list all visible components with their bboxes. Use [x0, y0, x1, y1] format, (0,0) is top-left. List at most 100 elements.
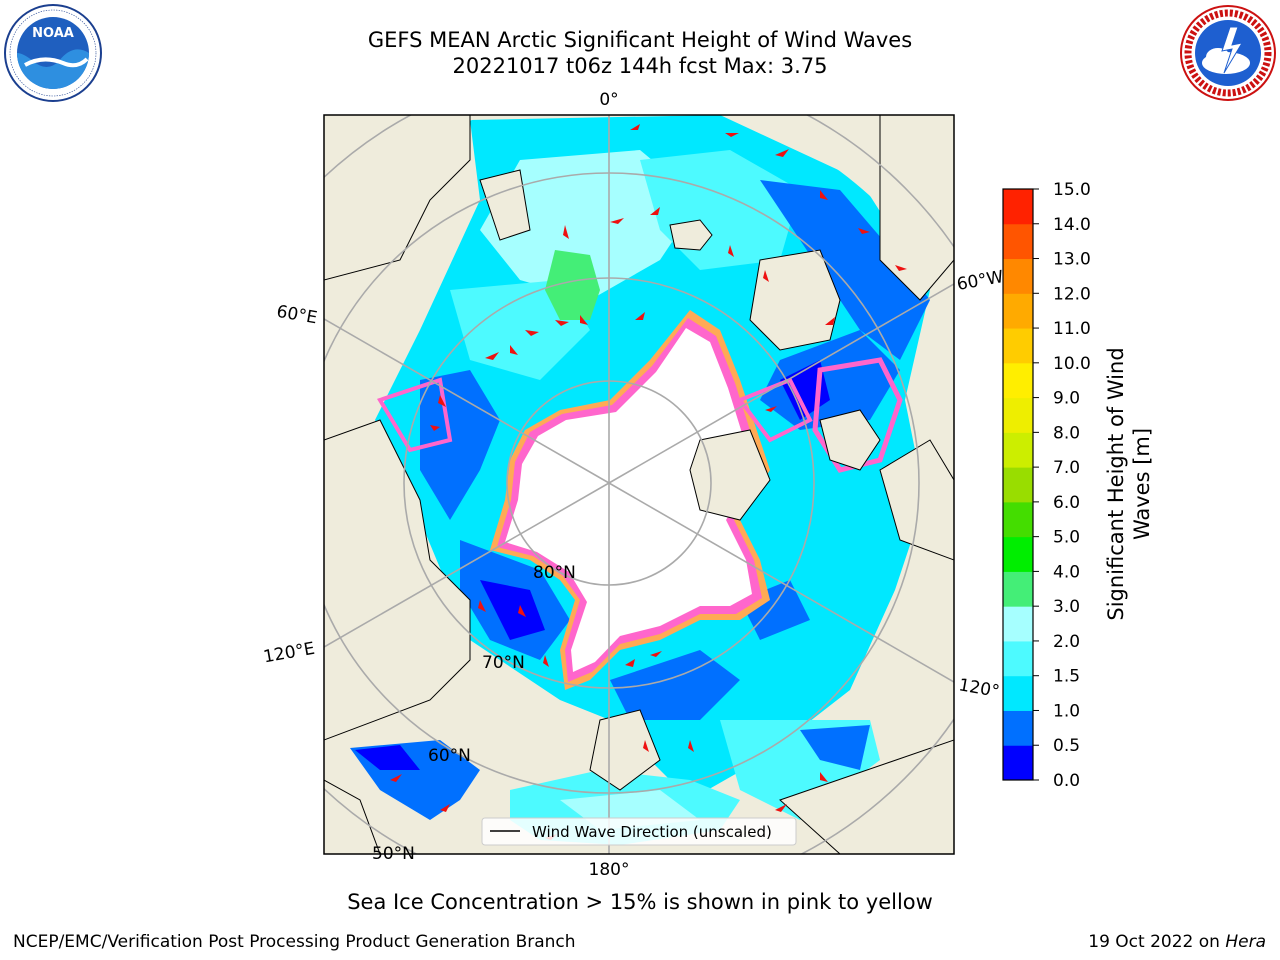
wave-arrow [895, 265, 907, 271]
map-frame [323, 114, 955, 855]
colorbar-segment [1003, 432, 1033, 468]
colorbar-tick-label: 0.0 [1053, 771, 1080, 791]
meridian-label-180: 180° [589, 860, 630, 880]
parallel-label-50n: 50°N [372, 844, 415, 864]
colorbar-tick-label: 2.0 [1053, 632, 1080, 652]
wave-arrow [763, 270, 769, 282]
svalbard [669, 219, 713, 251]
wave-arrow [765, 406, 777, 412]
wave-arrow [775, 804, 787, 812]
meridian-label-120e: 120°E [262, 639, 316, 668]
siberia [324, 419, 471, 741]
map-legend: Wind Wave Direction (unscaled) [481, 817, 797, 846]
wave-arrow [518, 605, 526, 617]
colorbar-tick-label: 5.0 [1053, 528, 1080, 548]
footer-date-text: 19 Oct 2022 on [1088, 932, 1220, 952]
colorbar-segment [1003, 675, 1033, 711]
wave-arrow [858, 228, 870, 234]
noaa-logo: NOAA [4, 4, 102, 102]
meridian-120e [324, 482, 610, 648]
colorbar-segment [1003, 640, 1033, 677]
wave-arrow [438, 395, 446, 407]
wave-arrow [580, 315, 588, 325]
wave-arrow [825, 317, 835, 325]
colorbar-tick-label: 8.0 [1053, 423, 1080, 443]
wave-arrow [543, 655, 549, 667]
meridian-120w [608, 482, 954, 683]
wave-arrow [635, 312, 645, 320]
wave-arrow [630, 124, 640, 130]
colorbar-segment [1003, 223, 1033, 260]
meridian-label-0: 0° [599, 90, 618, 110]
colorbar: 0.0 0.5 1.0 1.5 2.0 3.0 4.0 5.0 6.0 7.0 8.0 9.0 10.0… [1003, 180, 1091, 791]
colorbar-tick-label: 1.5 [1053, 667, 1080, 687]
sea-ice [505, 328, 755, 672]
colorbar-tick-label: 15.0 [1053, 180, 1091, 200]
colorbar-tick-label: 4.0 [1053, 562, 1080, 582]
colorbar-segment [1003, 710, 1033, 746]
colorbar-segment [1003, 606, 1033, 642]
colorbar-segment [1003, 571, 1033, 607]
colorbar-segment [1003, 328, 1033, 364]
colorbar-tick-label: 0.5 [1053, 736, 1080, 756]
chart-title: GEFS MEAN Arctic Significant Height of W… [367, 28, 913, 52]
wave-arrow [728, 245, 734, 257]
colorbar-segment [1003, 362, 1033, 399]
colorbar-label-line2: Waves [m] [1130, 428, 1154, 540]
wave-arrow [525, 330, 539, 336]
wave-arrow [430, 425, 440, 431]
wave-arrow [440, 804, 450, 812]
wave-arrow [610, 218, 624, 224]
colorbar-tick-label: 14.0 [1053, 215, 1091, 235]
colorbar-segment [1003, 293, 1033, 329]
colorbar-tick-label: 7.0 [1053, 458, 1080, 478]
wave-arrow [478, 600, 486, 612]
chart-subtitle: 20221017 t06z 144h fcst Max: 3.75 [452, 54, 828, 78]
legend-label: Wind Wave Direction (unscaled) [532, 823, 772, 841]
meridian-label-120w: 120° [957, 675, 1001, 702]
colorbar-tick-label: 3.0 [1053, 597, 1080, 617]
colorbar-tick-label: 10.0 [1053, 354, 1091, 374]
wave-arrow [725, 133, 739, 137]
colorbar-segment [1003, 397, 1033, 433]
nws-logo [1180, 5, 1276, 101]
colorbar-frame [1002, 188, 1034, 781]
colorbar-tick-label: 6.0 [1053, 493, 1080, 513]
meridian-60w [608, 283, 954, 484]
wave-arrow [820, 190, 828, 200]
colorbar-tick-label: 9.0 [1053, 389, 1080, 409]
alaska-chukotka [589, 709, 661, 791]
meridian-label-60e: 60°E [275, 302, 319, 329]
colorbar-segment [1003, 189, 1033, 225]
wave-arrow [563, 225, 569, 239]
footer-date: 19 Oct 2022 on Hera [1088, 932, 1266, 952]
parallel-label-80n: 80°N [533, 563, 576, 583]
wave-arrow [625, 659, 635, 667]
wave-arrow [390, 774, 402, 782]
graticule [324, 115, 954, 854]
wave-arrow [650, 207, 660, 215]
wave-arrow [643, 740, 649, 752]
colorbar-label-line1: Significant Height of Wind [1104, 347, 1128, 620]
colorbar-segment [1003, 467, 1033, 503]
sea-ice-note: Sea Ice Concentration > 15% is shown in … [347, 890, 933, 914]
parallel-label-70n: 70°N [482, 653, 525, 673]
colorbar-segment [1003, 536, 1033, 572]
wave-arrow [688, 740, 694, 752]
colorbar-tick-label: 12.0 [1053, 284, 1091, 304]
noaa-logo-text: NOAA [32, 26, 74, 41]
greenland [749, 249, 841, 351]
wave-arrow [650, 651, 662, 657]
wave-arrow [820, 772, 828, 782]
colorbar-segment [1003, 745, 1033, 781]
colorbar-tick-label: 11.0 [1053, 319, 1091, 339]
footer-credit: NCEP/EMC/Verification Post Processing Pr… [13, 932, 576, 952]
wave-arrow [555, 320, 569, 326]
colorbar-tick-label: 13.0 [1053, 250, 1091, 270]
wave-max-patch [545, 250, 600, 320]
colorbar-segment [1003, 258, 1033, 294]
scandinavia [324, 115, 471, 281]
colorbar-segment [1003, 501, 1033, 538]
wave-arrow [485, 352, 499, 360]
